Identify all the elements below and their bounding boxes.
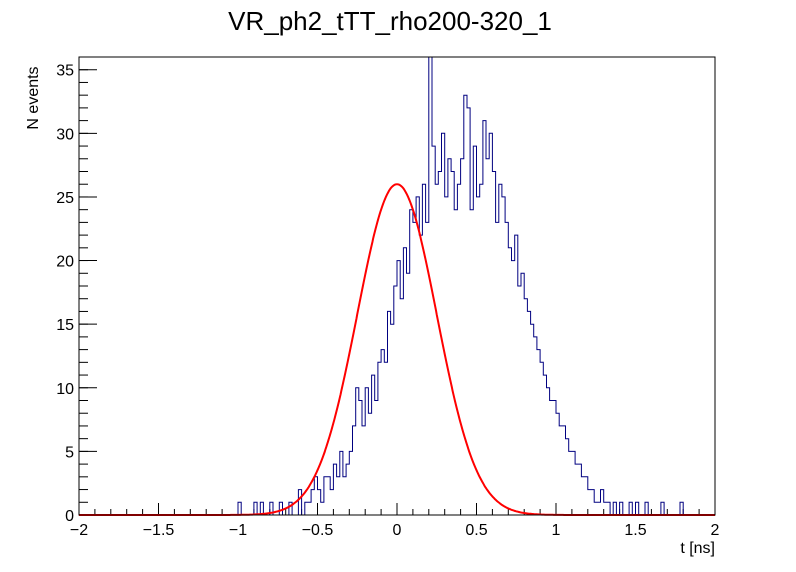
x-axis-label: t [ns] [680,540,715,557]
histogram-bin [470,210,473,515]
histogram-bin [499,184,502,515]
histogram-bin [477,197,480,515]
x-tick-label: 1 [552,522,561,539]
histogram-bin [375,401,378,516]
histogram-bin [391,324,394,515]
gaussian-fit-line [79,183,715,516]
histogram-bin [511,261,514,515]
chart-title: VR_ph2_tTT_rho200-320_1 [228,6,552,36]
histogram-bin [435,184,438,515]
histogram-bin [594,502,597,515]
y-tick-label: 30 [56,126,74,143]
y-tick-label: 25 [56,190,74,207]
histogram-bin [534,337,537,515]
histogram-bin [553,401,556,516]
histogram-bins [238,57,683,515]
histogram-bin [581,477,584,515]
x-tick-label: −2 [70,522,88,539]
histogram-bin [521,273,524,515]
histogram-bin [419,235,422,515]
histogram-bin [575,464,578,515]
histogram-bin [400,299,403,515]
y-tick-label: 0 [65,508,74,525]
histogram-bin [489,133,492,515]
histogram-bin [416,197,419,515]
y-tick-label: 5 [65,444,74,461]
histogram-bin [543,375,546,515]
histogram-bin [569,451,572,515]
histogram-bin [537,350,540,515]
x-tick-label: 0 [393,522,402,539]
histogram-bin [422,184,425,515]
histogram-bin [457,184,460,515]
histogram-series-line [79,56,715,516]
x-tick-label: −1.5 [143,522,175,539]
histogram-bin [559,426,562,515]
histogram-bin [407,273,410,515]
histogram-bin [546,388,549,515]
histogram-bin [432,146,435,515]
histogram-bin [381,350,384,515]
histogram-bin [486,159,489,515]
histogram-bin [451,172,454,516]
histogram-bin [502,197,505,515]
histogram-bin [413,222,416,515]
histogram-bin [384,362,387,515]
histogram-bin [311,490,314,515]
y-tick-label: 35 [56,63,74,80]
histogram-bin [492,172,495,516]
histogram-bin [527,311,530,515]
histogram-bin [480,184,483,515]
histogram-bin [461,159,464,515]
histogram-bin [308,502,311,515]
histogram-bin [591,490,594,515]
x-tick-label: 0.5 [465,522,487,539]
x-tick-label: −1 [229,522,247,539]
x-tick-label: 2 [711,522,720,539]
histogram-bin [496,222,499,515]
y-axis-label: N events [25,66,42,129]
histogram-bin [448,159,451,515]
histogram-bin [454,210,457,515]
y-tick-label: 20 [56,254,74,271]
plot-frame [78,56,716,516]
x-tick-label: −0.5 [302,522,334,539]
histogram-bin [550,401,553,516]
histogram-bin [438,172,441,516]
y-tick-label: 15 [56,317,74,334]
y-tick-label: 10 [56,381,74,398]
histogram-bin [321,502,324,515]
histogram-bin [505,222,508,515]
x-tick-label: 1.5 [624,522,646,539]
histogram-bin [343,477,346,515]
histogram-bin [362,426,365,515]
histogram-bin [607,502,610,515]
histogram-bin [531,324,534,515]
histogram-bin [562,426,565,515]
histogram-bin [597,502,600,515]
histogram-bin [368,413,371,515]
histogram-bin [508,248,511,515]
histogram-bin [337,477,340,515]
histogram-bin [524,299,527,515]
histogram-bin [518,286,521,515]
histogram-bin [556,413,559,515]
histogram-bin [540,362,543,515]
